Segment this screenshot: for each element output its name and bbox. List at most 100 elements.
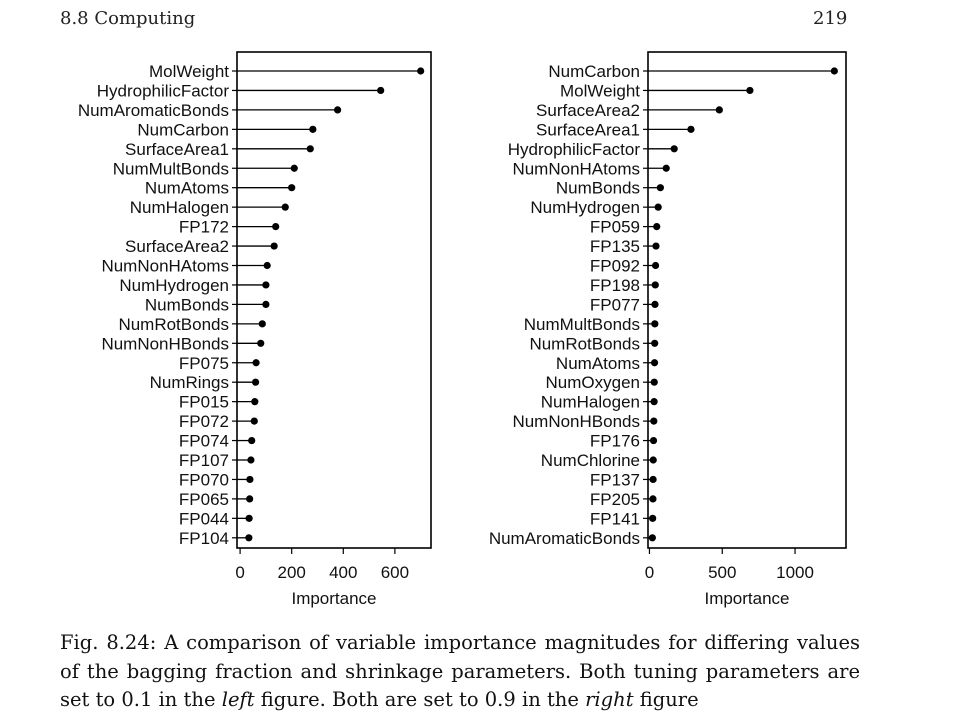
importance-point: [246, 475, 254, 484]
x-tick-label: 400: [329, 563, 357, 582]
category-label: NumBonds: [145, 295, 229, 314]
x-tick-label: 0: [645, 563, 654, 582]
importance-point: [248, 436, 256, 445]
importance-point: [649, 475, 657, 484]
x-tick-label: 500: [708, 563, 736, 582]
importance-point: [306, 145, 314, 153]
category-label: FP070: [179, 470, 229, 489]
category-label: NumHydrogen: [119, 276, 229, 295]
importance-point: [262, 281, 270, 289]
importance-point: [650, 378, 658, 386]
importance-point: [651, 339, 659, 347]
importance-point: [251, 398, 259, 406]
importance-point: [649, 456, 657, 464]
importance-point: [288, 184, 296, 192]
importance-point: [654, 203, 662, 211]
x-tick-label: 600: [381, 563, 409, 582]
importance-point: [252, 359, 260, 367]
importance-point: [251, 378, 260, 386]
category-label: FP044: [179, 509, 229, 528]
chart-panel-left: MolWeightHydrophilicFactorNumAromaticBon…: [78, 51, 432, 608]
importance-point: [656, 184, 664, 192]
category-label: NumAromaticBonds: [78, 101, 229, 120]
category-label: NumCarbon: [137, 120, 229, 139]
importance-point: [746, 86, 754, 95]
category-label: NumMultBonds: [113, 159, 229, 178]
importance-point: [258, 320, 266, 328]
category-label: NumHydrogen: [530, 198, 640, 217]
category-label: NumMultBonds: [524, 315, 640, 334]
chart-panel-right: NumCarbonMolWeightSurfaceArea2SurfaceAre…: [489, 51, 847, 608]
importance-point: [651, 300, 659, 308]
category-label: FP077: [590, 295, 640, 314]
category-label: NumCarbon: [548, 62, 640, 81]
importance-point: [257, 339, 265, 347]
category-label: FP135: [590, 237, 640, 256]
category-label: NumAtoms: [556, 354, 640, 373]
importance-point: [250, 417, 258, 425]
section-title: 8.8 Computing: [60, 8, 196, 29]
importance-point: [417, 67, 425, 75]
x-axis-label: Importance: [704, 589, 789, 608]
importance-point: [652, 242, 660, 250]
importance-point: [245, 514, 253, 522]
category-label: MolWeight: [560, 81, 640, 100]
category-label: FP074: [179, 432, 229, 451]
category-label: FP172: [179, 218, 229, 237]
importance-point: [830, 67, 838, 75]
importance-point: [653, 223, 661, 231]
importance-point: [377, 86, 385, 95]
category-label: HydrophilicFactor: [508, 140, 641, 159]
category-label: FP059: [590, 218, 640, 237]
category-label: SurfaceArea2: [536, 101, 640, 120]
page-header: 8.8 Computing 219: [0, 4, 975, 29]
category-label: HydrophilicFactor: [97, 81, 230, 100]
category-label: FP107: [179, 451, 229, 470]
category-label: NumNonHBonds: [101, 334, 229, 353]
category-label: NumNonHBonds: [512, 412, 640, 431]
category-label: NumOxygen: [546, 373, 640, 392]
importance-point: [247, 456, 255, 464]
category-label: FP176: [590, 432, 640, 451]
category-label: NumNonHAtoms: [512, 159, 640, 178]
importance-point: [272, 223, 280, 231]
category-label: NumAtoms: [145, 179, 229, 198]
importance-point: [281, 203, 289, 211]
category-label: NumBonds: [556, 179, 640, 198]
category-label: FP137: [590, 470, 640, 489]
category-label: SurfaceArea2: [125, 237, 229, 256]
category-label: NumHalogen: [130, 198, 229, 217]
importance-point: [290, 164, 298, 172]
category-label: FP205: [590, 490, 640, 509]
plot-frame: [647, 51, 847, 549]
figure-caption: Fig. 8.24: A comparison of variable impo…: [60, 631, 860, 711]
category-label: NumChlorine: [541, 451, 640, 470]
importance-point: [245, 534, 253, 542]
importance-point: [650, 417, 658, 425]
figure-charts: MolWeightHydrophilicFactorNumAromaticBon…: [78, 51, 847, 608]
importance-point: [670, 145, 678, 153]
x-tick-label: 1000: [776, 563, 814, 582]
category-label: MolWeight: [149, 62, 229, 81]
category-label: FP104: [179, 529, 229, 548]
category-label: FP072: [179, 412, 229, 431]
importance-point: [309, 125, 317, 133]
category-label: NumRotBonds: [118, 315, 229, 334]
category-label: FP015: [179, 393, 229, 412]
page-number: 219: [813, 8, 848, 29]
importance-point: [651, 261, 660, 270]
category-label: FP198: [590, 276, 640, 295]
importance-point: [650, 398, 658, 406]
category-label: FP065: [179, 490, 229, 509]
category-label: FP141: [590, 509, 640, 528]
importance-point: [649, 436, 658, 445]
importance-point: [662, 164, 670, 172]
category-label: SurfaceArea1: [536, 120, 640, 139]
importance-point: [715, 106, 723, 114]
importance-point: [648, 534, 656, 542]
importance-point: [649, 514, 657, 522]
plot-frame: [236, 51, 432, 549]
x-tick-label: 200: [278, 563, 306, 582]
importance-point: [263, 261, 271, 270]
importance-point: [246, 495, 254, 503]
